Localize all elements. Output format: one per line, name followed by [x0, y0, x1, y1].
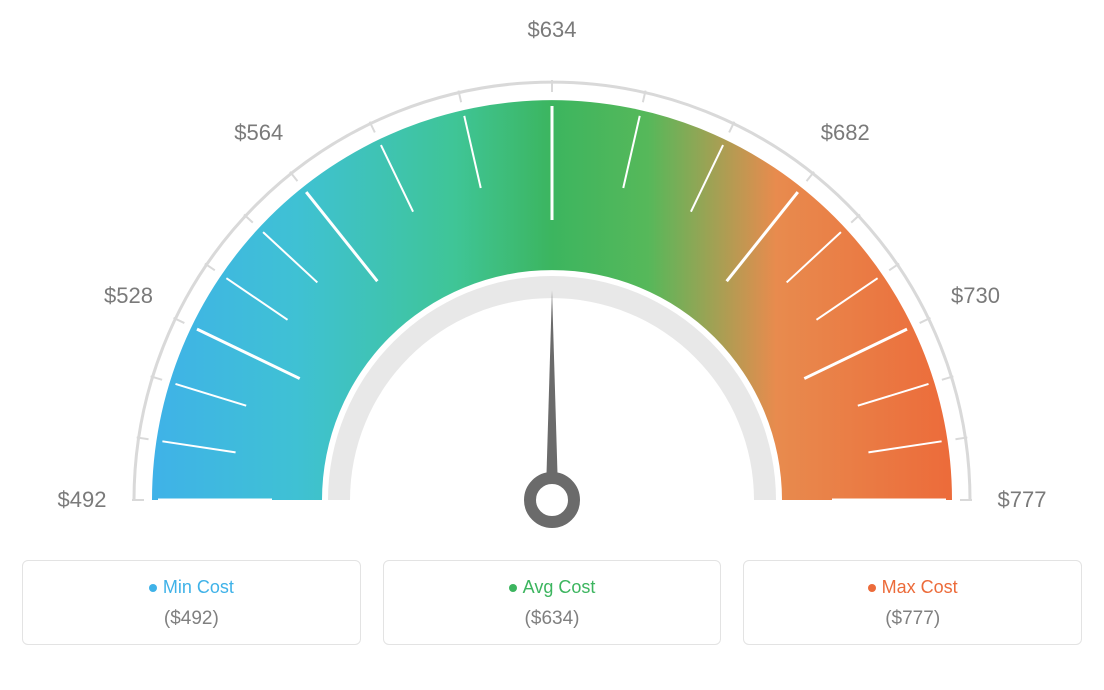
gauge-tick-label: $528: [104, 283, 153, 309]
cost-gauge-chart: $492 $528 $564 $634 $682 $730 $777: [0, 0, 1104, 560]
legend-row: Min Cost ($492) Avg Cost ($634) Max Cost…: [22, 560, 1082, 645]
legend-card-avg: Avg Cost ($634): [383, 560, 722, 645]
gauge-tick-label: $682: [821, 120, 870, 146]
legend-value-avg: ($634): [394, 608, 711, 630]
gauge-tick-label: $634: [528, 17, 577, 43]
legend-card-min: Min Cost ($492): [22, 560, 361, 645]
gauge-tick-label: $492: [58, 487, 107, 513]
legend-title-min: Min Cost: [33, 577, 350, 598]
gauge-tick-label: $777: [998, 487, 1047, 513]
legend-value-min: ($492): [33, 608, 350, 630]
gauge-svg: [0, 0, 1104, 560]
legend-title-avg: Avg Cost: [394, 577, 711, 598]
legend-dot-min: [149, 584, 157, 592]
legend-title-max: Max Cost: [754, 577, 1071, 598]
legend-label-max: Max Cost: [882, 577, 958, 597]
legend-dot-max: [868, 584, 876, 592]
legend-dot-avg: [509, 584, 517, 592]
legend-label-min: Min Cost: [163, 577, 234, 597]
gauge-tick-label: $730: [951, 283, 1000, 309]
legend-card-max: Max Cost ($777): [743, 560, 1082, 645]
gauge-tick-label: $564: [234, 120, 283, 146]
legend-value-max: ($777): [754, 608, 1071, 630]
legend-label-avg: Avg Cost: [523, 577, 596, 597]
